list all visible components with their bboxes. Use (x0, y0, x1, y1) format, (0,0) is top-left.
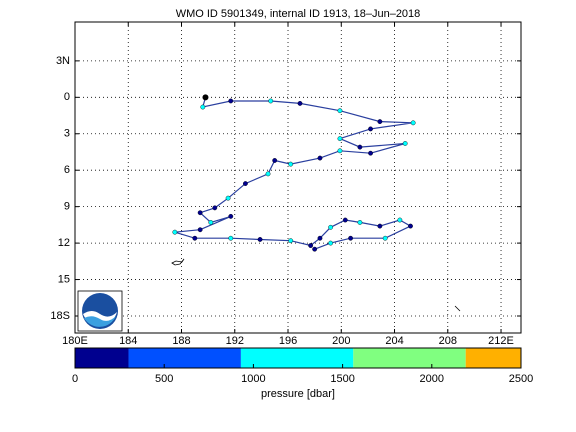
coastline (171, 258, 185, 266)
profile-point (377, 119, 383, 125)
x-tick-label: 180E (62, 335, 88, 347)
profile-point (408, 223, 413, 229)
profile-point (308, 243, 314, 248)
profile-point (377, 223, 383, 229)
colorbar-tick-label: 2000 (420, 373, 444, 385)
colorbar-segment (353, 348, 466, 368)
y-tick-label: 3 (64, 128, 70, 140)
y-tick-label: 12 (58, 237, 70, 249)
profile-point (382, 235, 388, 241)
profile-point (317, 155, 323, 161)
logo-sea (84, 316, 116, 327)
coastline (454, 305, 461, 312)
profile-point (397, 217, 403, 223)
colorbar-segment (128, 348, 241, 368)
noaa-logo (77, 290, 123, 332)
x-tick-label: 192 (226, 335, 244, 347)
profile-point (192, 235, 198, 241)
trajectory-line (174, 97, 414, 250)
profile-point (368, 150, 373, 156)
profile-point (342, 217, 348, 223)
profile-point (337, 148, 343, 154)
x-tick-label: 212E (488, 335, 514, 347)
profile-point (297, 100, 303, 106)
profile-point (228, 213, 234, 219)
colorbar-frame (74, 347, 522, 369)
x-tick-label: 196 (279, 335, 297, 347)
profile-point (402, 141, 408, 146)
chart-title: WMO ID 5901349, internal ID 1913, 18–Jun… (176, 8, 421, 20)
colorbar-segment (240, 348, 354, 368)
profile-point (172, 229, 178, 235)
y-tick-label: 18S (50, 310, 70, 322)
plot-frame (74, 21, 522, 334)
profile-point (200, 104, 206, 110)
profile-point (337, 108, 343, 114)
colorbar-segment (465, 348, 521, 368)
profile-point (348, 235, 353, 241)
profile-point (228, 98, 234, 104)
profile-point (288, 238, 294, 244)
y-tick-label: 9 (64, 201, 70, 213)
profile-point (328, 240, 334, 246)
profile-point (257, 237, 263, 242)
profile-point (317, 235, 323, 241)
colorbar-tick-label: 0 (72, 373, 78, 385)
x-tick-label: 200 (332, 335, 350, 347)
y-tick-label: 3N (56, 55, 70, 67)
profile-point (197, 210, 203, 216)
profile-point (357, 220, 363, 225)
colorbar-label: pressure [dbar] (261, 388, 335, 400)
profile-point (225, 195, 231, 201)
profile-point (357, 144, 363, 150)
colorbar-tick-label: 2500 (509, 373, 533, 385)
profile-point (265, 171, 271, 177)
profile-point (368, 126, 373, 132)
profile-point (268, 98, 274, 104)
x-tick-label: 204 (385, 335, 403, 347)
x-tick-label: 184 (119, 335, 137, 347)
y-tick-label: 0 (64, 91, 70, 103)
y-tick-label: 15 (58, 273, 70, 285)
colorbar-segment (75, 348, 129, 368)
profile-point (328, 224, 334, 230)
profile-point (272, 158, 278, 163)
profile-point (288, 161, 294, 167)
colorbar-tick-label: 500 (155, 373, 173, 385)
profile-point (208, 220, 214, 225)
colorbar-tick-label: 1000 (241, 373, 265, 385)
x-tick-label: 208 (439, 335, 457, 347)
profile-point (337, 136, 343, 142)
profile-point (243, 181, 248, 186)
profile-point (228, 235, 234, 241)
x-tick-label: 188 (172, 335, 190, 347)
profile-point (312, 246, 318, 252)
colorbar-tick-label: 1500 (330, 373, 354, 385)
start-marker (202, 94, 209, 101)
profile-point (197, 227, 203, 233)
profile-point (212, 205, 218, 211)
profile-point (410, 120, 416, 126)
y-tick-label: 6 (64, 164, 70, 176)
